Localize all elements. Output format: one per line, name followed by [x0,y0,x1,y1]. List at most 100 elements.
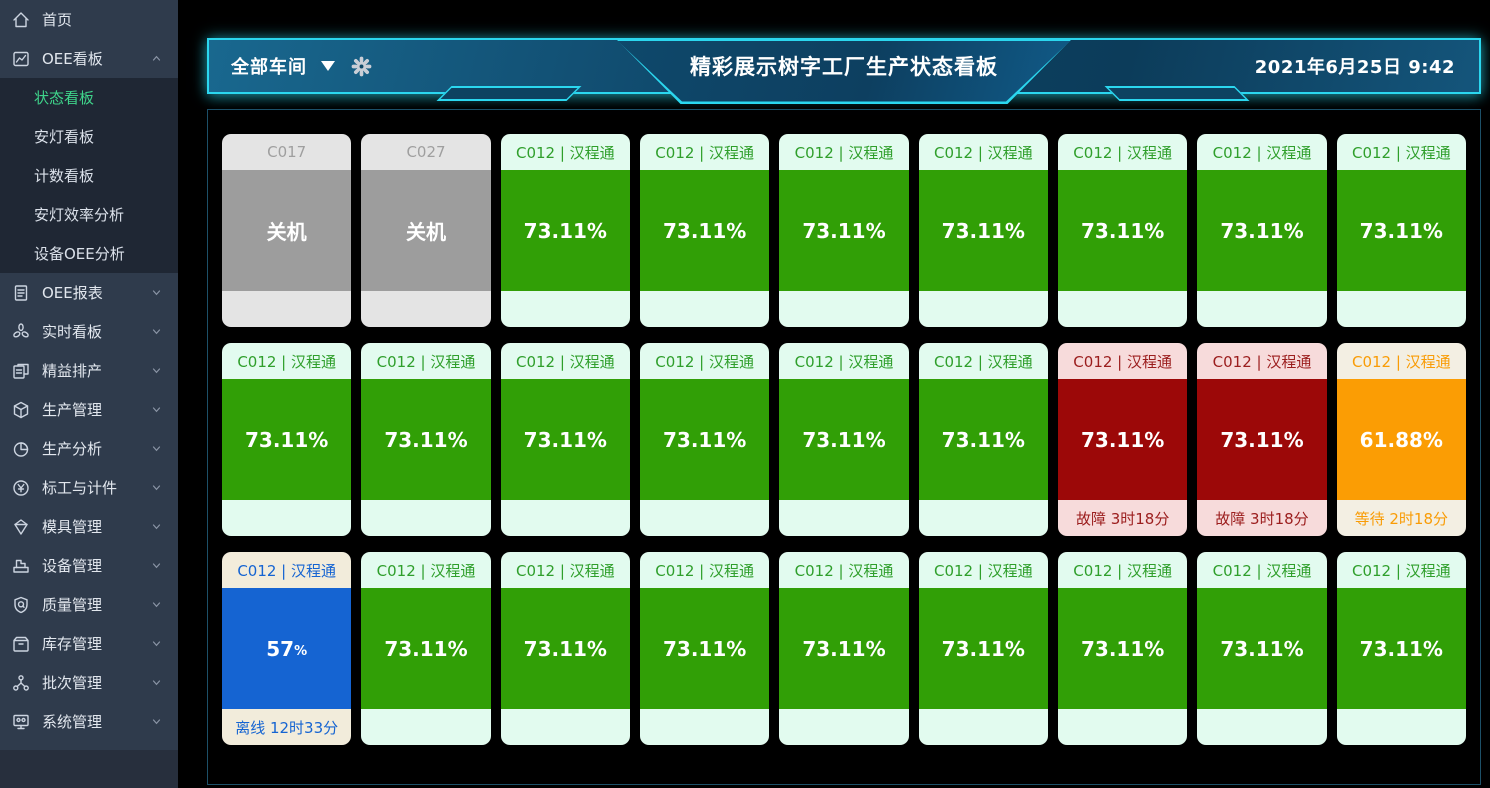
sidebar-item-equipment-mgmt[interactable]: 设备管理 [0,546,178,585]
sidebar-item-inventory-mgmt[interactable]: 库存管理 [0,624,178,663]
sidebar-item-home[interactable]: 首页 [0,0,178,39]
machine-card-value: 73.11% [663,636,747,661]
machine-card[interactable]: C012 | 汉程通 61.88% 等待 2时18分 [1336,343,1466,536]
machine-card-title: C012 | 汉程通 [918,343,1048,379]
chevron-down-icon [149,558,164,573]
sidebar-item-andon-efficiency[interactable]: 安灯效率分析 [0,195,178,234]
machine-icon [11,556,31,576]
sidebar-item-oee-kanban[interactable]: OEE看板 [0,39,178,78]
caret-down-icon [321,61,335,71]
machine-card-status [361,291,491,327]
machine-card[interactable]: C012 | 汉程通 73.11% [918,552,1048,745]
machine-card-title: C012 | 汉程通 [1336,552,1466,588]
machine-card[interactable]: C012 | 汉程通 73.11% [500,343,630,536]
machine-card-value: 73.11% [1359,218,1443,243]
machine-card[interactable]: C012 | 汉程通 73.11% [918,343,1048,536]
machine-card[interactable]: C012 | 汉程通 73.11% [1336,134,1466,327]
machine-card-status [1197,291,1327,327]
sidebar-item-piecework[interactable]: 标工与计件 [0,468,178,507]
machine-card-status [918,500,1048,536]
machine-card-status [779,500,909,536]
sidebar-item-andon-board[interactable]: 安灯看板 [0,117,178,156]
machine-card-status: 故障 3时18分 [1197,500,1327,536]
machine-card[interactable]: C012 | 汉程通 73.11% [1197,552,1327,745]
machine-card[interactable]: C012 | 汉程通 73.11% [639,134,770,327]
machine-card-title: C012 | 汉程通 [222,343,352,379]
machine-card-value: 73.11% [384,636,468,661]
machine-card-value: 73.11% [245,427,329,452]
sidebar-item-production-analysis[interactable]: 生产分析 [0,429,178,468]
machine-card[interactable]: C012 | 汉程通 73.11% [361,552,491,745]
machine-card-status [500,291,630,327]
machine-card-status: 离线 12时33分 [222,709,352,745]
banner-accent-left [436,86,582,101]
machine-card-value: 73.11% [523,427,607,452]
quality-shield-icon [11,595,31,615]
machine-card[interactable]: C012 | 汉程通 73.11% [500,552,630,745]
sidebar-item-label: 质量管理 [42,596,103,614]
chevron-down-icon [149,597,164,612]
chevron-down-icon [149,480,164,495]
machine-card-title: C012 | 汉程通 [1197,134,1327,170]
machine-card[interactable]: C012 | 汉程通 73.11% [779,552,909,745]
sidebar-item-label: 首页 [42,11,73,29]
sidebar-subitem-label: 设备OEE分析 [34,245,125,263]
machine-card-status [779,291,909,327]
sidebar-item-label: 模具管理 [42,518,103,536]
sidebar-subitem-label: 安灯效率分析 [34,206,125,224]
machine-card[interactable]: C012 | 汉程通 73.11% [639,343,770,536]
machine-card-title: C012 | 汉程通 [500,343,630,379]
machine-card-value: 73.11% [1220,218,1304,243]
sidebar-item-realtime-board[interactable]: 实时看板 [0,312,178,351]
machine-card[interactable]: C012 | 汉程通 73.11% 故障 3时18分 [1197,343,1327,536]
sidebar-item-lean-scheduling[interactable]: 精益排产 [0,351,178,390]
machine-card[interactable]: C012 | 汉程通 57 % 离线 12时33分 [222,552,352,745]
machine-card-value: 73.11% [523,636,607,661]
sidebar-subitem-label: 计数看板 [34,167,95,185]
sidebar-item-system-mgmt[interactable]: 系统管理 [0,702,178,741]
machine-card-value: 73.11% [941,218,1025,243]
machine-card-value: 73.11% [1359,636,1443,661]
sidebar-item-count-board[interactable]: 计数看板 [0,156,178,195]
machine-card[interactable]: C012 | 汉程通 73.11% [1057,552,1188,745]
machine-card-value: 73.11% [1220,636,1304,661]
sidebar-item-mold-mgmt[interactable]: 模具管理 [0,507,178,546]
sidebar-item-status-board[interactable]: 状态看板 [0,78,178,117]
sidebar-item-label: 库存管理 [42,635,103,653]
sidebar-item-label: 生产分析 [42,440,103,458]
machine-card[interactable]: C012 | 汉程通 73.11% 故障 3时18分 [1057,343,1188,536]
machine-card[interactable]: C012 | 汉程通 73.11% [222,343,352,536]
machine-card[interactable]: C017 关机 [222,134,352,327]
machine-card-status [1057,291,1188,327]
sidebar-item-device-oee[interactable]: 设备OEE分析 [0,234,178,273]
inventory-box-icon [11,634,31,654]
machine-card-title: C027 [361,134,491,170]
machine-card-status [639,291,770,327]
machine-card[interactable]: C012 | 汉程通 73.11% [1336,552,1466,745]
machine-card[interactable]: C012 | 汉程通 73.11% [1197,134,1327,327]
sidebar-item-label: 批次管理 [42,674,103,692]
sidebar-item-label: 设备管理 [42,557,103,575]
machine-card-value: 61.88% [1359,427,1443,452]
sidebar-item-label: 系统管理 [42,713,103,731]
machine-card[interactable]: C012 | 汉程通 73.11% [639,552,770,745]
sidebar-item-production-mgmt[interactable]: 生产管理 [0,390,178,429]
workshop-selector[interactable]: 全部车间 [231,53,335,79]
machine-card[interactable]: C012 | 汉程通 73.11% [500,134,630,327]
machine-card-value: 73.11% [663,427,747,452]
machine-card[interactable]: C012 | 汉程通 73.11% [779,134,909,327]
sidebar-item-label: OEE报表 [42,284,103,302]
machine-card-title: C012 | 汉程通 [500,552,630,588]
sidebar-item-quality-mgmt[interactable]: 质量管理 [0,585,178,624]
gear-icon[interactable] [350,55,373,78]
batch-nodes-icon [11,673,31,693]
sidebar-item-oee-report[interactable]: OEE报表 [0,273,178,312]
machine-card[interactable]: C012 | 汉程通 73.11% [361,343,491,536]
machine-card[interactable]: C012 | 汉程通 73.11% [1057,134,1188,327]
machine-card[interactable]: C012 | 汉程通 73.11% [918,134,1048,327]
machine-card[interactable]: C012 | 汉程通 73.11% [779,343,909,536]
machine-card-status [1336,291,1466,327]
machine-card-title: C012 | 汉程通 [639,134,770,170]
machine-card[interactable]: C027 关机 [361,134,491,327]
sidebar-item-batch-mgmt[interactable]: 批次管理 [0,663,178,702]
